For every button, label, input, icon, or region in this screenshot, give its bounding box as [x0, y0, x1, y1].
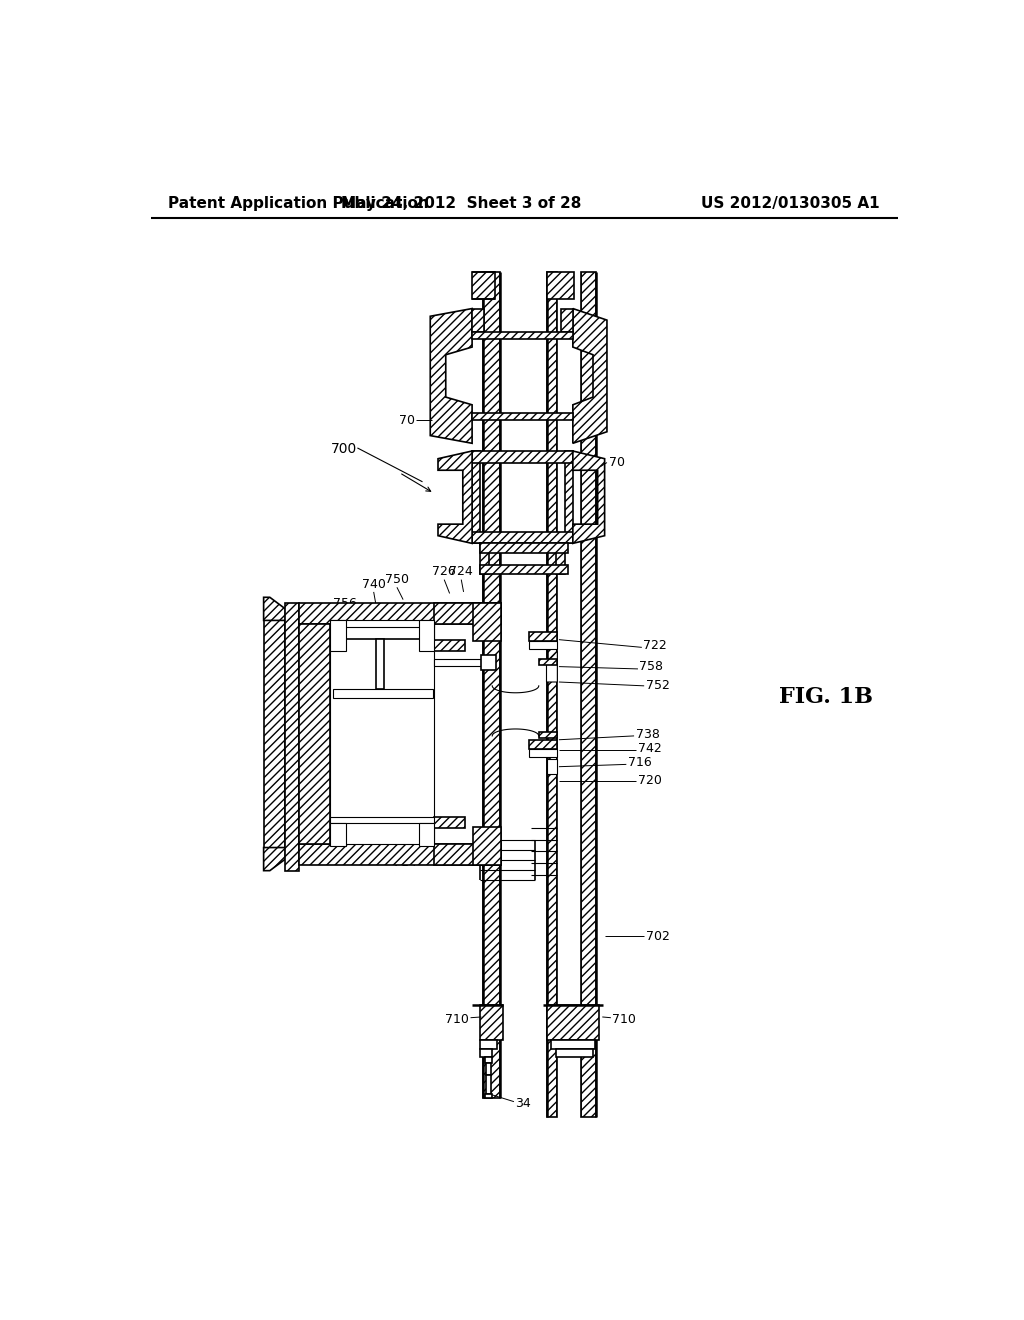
Polygon shape: [572, 309, 607, 444]
Text: 70: 70: [608, 455, 625, 469]
Text: US 2012/0130305 A1: US 2012/0130305 A1: [701, 195, 880, 211]
Text: 740: 740: [361, 578, 386, 591]
Bar: [331, 822, 346, 846]
Polygon shape: [547, 651, 557, 682]
Bar: [480, 1040, 497, 1049]
Bar: [434, 603, 501, 624]
Bar: [483, 272, 500, 1098]
Text: 710: 710: [612, 1012, 636, 1026]
Polygon shape: [572, 451, 604, 544]
Bar: [484, 1057, 493, 1063]
Bar: [331, 620, 346, 651]
Text: 746: 746: [388, 810, 412, 824]
Bar: [434, 843, 501, 866]
Polygon shape: [263, 597, 286, 620]
Bar: [419, 620, 434, 651]
Bar: [539, 733, 557, 738]
Bar: [480, 1049, 493, 1057]
Text: 752: 752: [646, 680, 670, 693]
Bar: [473, 603, 501, 642]
Text: 70: 70: [398, 413, 415, 426]
Bar: [486, 1074, 490, 1094]
Polygon shape: [547, 759, 557, 775]
Polygon shape: [438, 451, 472, 544]
Bar: [472, 331, 572, 339]
Bar: [376, 639, 384, 689]
Text: 710: 710: [445, 1012, 469, 1026]
Text: 750: 750: [385, 573, 409, 586]
Polygon shape: [430, 309, 472, 444]
Text: May 24, 2012  Sheet 3 of 28: May 24, 2012 Sheet 3 of 28: [341, 195, 582, 211]
Bar: [472, 532, 572, 544]
Bar: [565, 451, 572, 544]
Bar: [547, 272, 557, 1117]
Bar: [581, 272, 596, 1117]
Bar: [419, 822, 434, 846]
Bar: [556, 544, 565, 574]
Bar: [299, 624, 331, 843]
Bar: [480, 544, 489, 574]
Bar: [551, 1040, 595, 1049]
Text: 716: 716: [628, 756, 651, 770]
Text: 720: 720: [638, 774, 662, 787]
Text: Patent Application Publication: Patent Application Publication: [168, 195, 429, 211]
Bar: [529, 739, 557, 748]
Text: 728: 728: [394, 841, 419, 854]
Text: 702: 702: [646, 929, 670, 942]
Bar: [334, 689, 432, 698]
Bar: [331, 624, 434, 843]
Text: 744: 744: [343, 803, 367, 816]
Bar: [331, 817, 434, 822]
Text: 738: 738: [636, 727, 659, 741]
Text: 714: 714: [392, 857, 417, 870]
Bar: [556, 1049, 593, 1057]
Bar: [529, 642, 557, 649]
Bar: [472, 451, 480, 544]
Bar: [331, 620, 434, 627]
Bar: [529, 748, 557, 756]
Bar: [561, 309, 572, 331]
Bar: [480, 565, 568, 574]
Text: 742: 742: [638, 742, 662, 755]
Bar: [299, 843, 501, 866]
Bar: [472, 309, 483, 331]
Bar: [472, 451, 572, 462]
Text: 748: 748: [315, 651, 339, 664]
Bar: [286, 603, 299, 871]
Text: 700: 700: [331, 442, 356, 457]
Bar: [434, 659, 480, 665]
Bar: [299, 603, 501, 624]
Text: FIG. 1B: FIG. 1B: [779, 686, 873, 709]
Bar: [484, 1094, 493, 1098]
Text: 736: 736: [383, 832, 407, 843]
Bar: [472, 272, 496, 300]
Bar: [480, 544, 568, 553]
Text: 730: 730: [313, 764, 337, 777]
Bar: [486, 1063, 492, 1074]
Bar: [529, 632, 557, 642]
Text: 758: 758: [640, 660, 664, 673]
Polygon shape: [263, 847, 286, 871]
Text: 756: 756: [333, 597, 356, 610]
Bar: [473, 826, 501, 866]
Text: 754: 754: [317, 785, 341, 797]
Bar: [334, 627, 432, 639]
Text: 734: 734: [322, 624, 345, 638]
Bar: [434, 640, 465, 651]
Bar: [557, 272, 581, 1117]
Text: 732: 732: [341, 610, 365, 622]
Bar: [547, 1006, 599, 1040]
Text: 724: 724: [450, 565, 473, 578]
Text: 34: 34: [515, 1097, 531, 1110]
Bar: [480, 1006, 503, 1040]
Bar: [472, 412, 572, 420]
Bar: [547, 272, 573, 300]
Bar: [263, 620, 286, 847]
Bar: [434, 817, 465, 829]
Text: 722: 722: [643, 639, 667, 652]
Text: 718: 718: [411, 849, 434, 862]
Text: 726: 726: [432, 565, 456, 578]
Bar: [480, 655, 496, 671]
Bar: [539, 659, 557, 665]
